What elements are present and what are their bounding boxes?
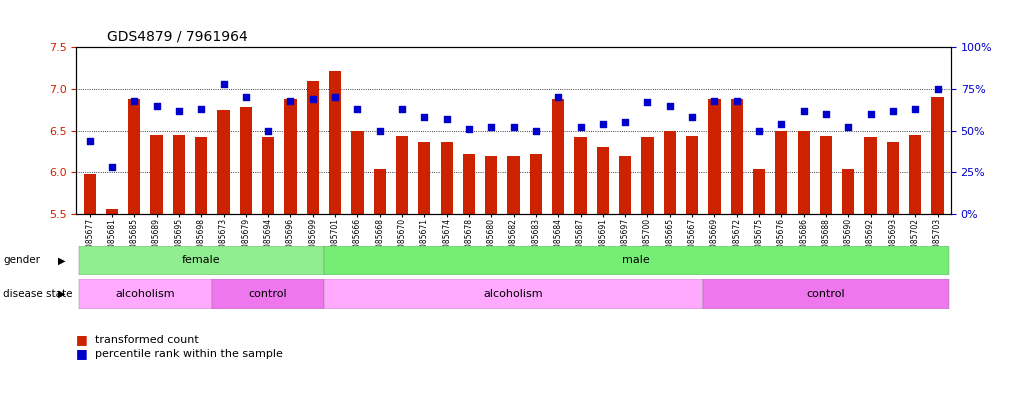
- Bar: [418, 142, 430, 214]
- Bar: [619, 156, 632, 214]
- Point: [171, 107, 187, 114]
- Text: GDS4879 / 7961964: GDS4879 / 7961964: [107, 29, 247, 43]
- Bar: [463, 154, 475, 214]
- Point: [238, 94, 254, 100]
- Bar: [351, 130, 363, 214]
- Bar: [753, 169, 765, 214]
- Point: [751, 127, 767, 134]
- Point: [505, 124, 522, 130]
- Point: [461, 126, 477, 132]
- Text: alcoholism: alcoholism: [484, 289, 543, 299]
- Point: [148, 103, 165, 109]
- Bar: [864, 138, 877, 214]
- Bar: [820, 136, 832, 214]
- Point: [126, 97, 142, 104]
- Point: [438, 116, 455, 122]
- Point: [371, 127, 387, 134]
- Point: [617, 119, 634, 125]
- Bar: [708, 99, 720, 214]
- Bar: [106, 209, 118, 214]
- Bar: [552, 99, 564, 214]
- Text: ■: ■: [76, 347, 88, 360]
- Point: [684, 114, 701, 120]
- Text: male: male: [622, 255, 650, 265]
- Bar: [703, 279, 949, 309]
- Bar: [887, 142, 899, 214]
- Bar: [685, 136, 699, 214]
- Point: [550, 94, 566, 100]
- Bar: [128, 99, 140, 214]
- Point: [305, 96, 321, 102]
- Bar: [240, 107, 252, 214]
- Bar: [285, 99, 297, 214]
- Point: [483, 124, 499, 130]
- Bar: [78, 279, 213, 309]
- Point: [795, 107, 812, 114]
- Point: [885, 107, 901, 114]
- Text: percentile rank within the sample: percentile rank within the sample: [95, 349, 283, 359]
- Point: [728, 97, 744, 104]
- Bar: [324, 246, 949, 275]
- Point: [394, 106, 410, 112]
- Text: female: female: [182, 255, 221, 265]
- Point: [81, 138, 98, 144]
- Point: [260, 127, 277, 134]
- Point: [706, 97, 722, 104]
- Point: [773, 121, 789, 127]
- Point: [818, 111, 834, 117]
- Bar: [151, 135, 163, 214]
- Point: [216, 81, 232, 87]
- Point: [416, 114, 432, 120]
- Text: control: control: [806, 289, 845, 299]
- Point: [104, 164, 120, 171]
- Bar: [173, 135, 185, 214]
- Point: [930, 86, 946, 92]
- Point: [349, 106, 365, 112]
- Point: [840, 124, 856, 130]
- Point: [907, 106, 923, 112]
- Bar: [932, 97, 944, 214]
- Bar: [842, 169, 854, 214]
- Bar: [78, 246, 324, 275]
- Point: [326, 94, 343, 100]
- Text: gender: gender: [3, 255, 40, 265]
- Text: control: control: [249, 289, 288, 299]
- Point: [640, 99, 656, 105]
- Bar: [396, 136, 408, 214]
- Bar: [195, 138, 207, 214]
- Text: alcoholism: alcoholism: [116, 289, 175, 299]
- Point: [573, 124, 589, 130]
- Bar: [373, 169, 385, 214]
- Bar: [909, 135, 921, 214]
- Point: [595, 121, 611, 127]
- Bar: [575, 138, 587, 214]
- Bar: [642, 138, 654, 214]
- Bar: [797, 130, 810, 214]
- Bar: [324, 279, 703, 309]
- Bar: [530, 154, 542, 214]
- Bar: [328, 71, 342, 214]
- Bar: [440, 142, 453, 214]
- Bar: [730, 99, 742, 214]
- Bar: [213, 279, 324, 309]
- Point: [528, 127, 544, 134]
- Bar: [507, 156, 520, 214]
- Point: [862, 111, 879, 117]
- Text: ■: ■: [76, 333, 88, 347]
- Point: [193, 106, 210, 112]
- Bar: [218, 110, 230, 214]
- Text: disease state: disease state: [3, 289, 72, 299]
- Text: ▶: ▶: [58, 255, 65, 265]
- Point: [662, 103, 678, 109]
- Bar: [83, 174, 96, 214]
- Bar: [597, 147, 609, 214]
- Text: transformed count: transformed count: [95, 335, 198, 345]
- Text: ▶: ▶: [58, 289, 65, 299]
- Point: [283, 97, 299, 104]
- Bar: [262, 138, 275, 214]
- Bar: [664, 130, 676, 214]
- Bar: [775, 130, 787, 214]
- Bar: [307, 81, 319, 214]
- Bar: [485, 156, 497, 214]
